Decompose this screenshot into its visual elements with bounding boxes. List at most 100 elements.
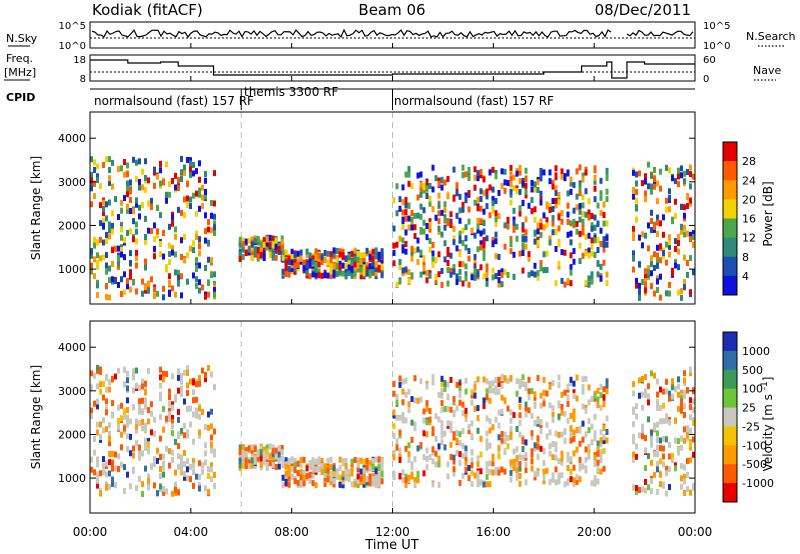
echo-cell bbox=[685, 169, 689, 176]
echo-cell bbox=[572, 436, 576, 443]
echo-cell bbox=[679, 165, 683, 172]
echo-cell bbox=[679, 435, 683, 442]
echo-cell bbox=[518, 178, 522, 185]
echo-cell bbox=[434, 450, 438, 457]
echo-cell bbox=[356, 255, 360, 262]
echo-cell bbox=[332, 271, 336, 278]
echo-cell bbox=[473, 199, 477, 206]
echo-cell bbox=[171, 449, 174, 456]
echo-cell bbox=[329, 471, 333, 478]
echo-cell bbox=[554, 197, 558, 204]
echo-cell bbox=[253, 446, 257, 453]
echo-cell bbox=[521, 242, 525, 249]
echo-cell bbox=[338, 269, 342, 276]
echo-cell bbox=[210, 371, 213, 378]
echo-cell bbox=[392, 451, 396, 458]
echo-cell bbox=[111, 228, 114, 235]
echo-cell bbox=[479, 244, 483, 251]
echo-cell bbox=[587, 427, 591, 434]
echo-cell bbox=[569, 437, 573, 444]
echo-cell bbox=[596, 271, 600, 278]
echo-cell bbox=[569, 176, 573, 183]
echo-cell bbox=[341, 262, 345, 269]
echo-cell bbox=[440, 430, 444, 437]
echo-cell bbox=[670, 393, 674, 400]
echo-cell bbox=[482, 481, 486, 488]
echo-cell bbox=[147, 441, 150, 448]
echo-cell bbox=[198, 482, 201, 489]
echo-cell bbox=[265, 448, 269, 455]
echo-cell bbox=[446, 175, 450, 182]
echo-cell bbox=[676, 383, 680, 390]
echo-cell bbox=[578, 164, 582, 171]
echo-cell bbox=[452, 268, 456, 275]
echo-cell bbox=[168, 273, 171, 280]
echo-cell bbox=[117, 367, 120, 374]
echo-cell bbox=[655, 404, 659, 411]
echo-cell bbox=[524, 229, 528, 236]
echo-cell bbox=[183, 369, 186, 376]
echo-cell bbox=[491, 200, 495, 207]
echo-cell bbox=[649, 227, 653, 234]
echo-cell bbox=[545, 250, 549, 257]
echo-cell bbox=[581, 252, 585, 259]
echo-cell bbox=[341, 460, 345, 467]
echo-cell bbox=[506, 377, 510, 384]
echo-cell bbox=[108, 227, 111, 234]
echo-cell bbox=[664, 417, 668, 424]
echo-cell bbox=[578, 425, 582, 432]
echo-cell bbox=[581, 403, 585, 410]
echo-cell bbox=[365, 457, 369, 464]
echo-cell bbox=[557, 402, 561, 409]
echo-cell bbox=[147, 367, 150, 374]
echo-cell bbox=[691, 269, 695, 276]
echo-cell bbox=[658, 445, 662, 452]
echo-cell bbox=[437, 392, 441, 399]
echo-cell bbox=[533, 471, 537, 478]
echo-cell bbox=[159, 395, 162, 402]
echo-cell bbox=[144, 287, 147, 294]
echo-cell bbox=[213, 230, 216, 237]
echo-cell bbox=[168, 394, 171, 401]
echo-cell bbox=[311, 480, 315, 487]
echo-cell bbox=[557, 478, 561, 485]
echo-cell bbox=[679, 398, 683, 405]
echo-cell bbox=[195, 412, 198, 419]
echo-cell bbox=[90, 156, 93, 163]
echo-cell bbox=[551, 405, 555, 412]
echo-cell bbox=[428, 218, 432, 225]
echo-cell bbox=[631, 231, 635, 238]
echo-cell bbox=[634, 216, 638, 223]
echo-cell bbox=[500, 466, 504, 473]
echo-cell bbox=[210, 272, 213, 279]
echo-cell bbox=[542, 224, 546, 231]
echo-cell bbox=[446, 473, 450, 480]
echo-cell bbox=[259, 449, 263, 456]
echo-cell bbox=[308, 273, 312, 280]
echo-cell bbox=[467, 475, 471, 482]
echo-cell bbox=[114, 196, 117, 203]
echo-cell bbox=[569, 188, 573, 195]
echo-cell bbox=[262, 244, 266, 251]
echo-cell bbox=[664, 436, 668, 443]
echo-cell bbox=[682, 231, 686, 238]
echo-cell bbox=[204, 264, 207, 271]
date-title: 08/Dec/2011 bbox=[595, 1, 691, 19]
echo-cell bbox=[256, 455, 260, 462]
echo-cell bbox=[271, 241, 275, 248]
echo-cell bbox=[132, 156, 135, 163]
echo-cell bbox=[479, 205, 483, 212]
echo-cell bbox=[126, 370, 129, 377]
echo-cell bbox=[664, 490, 668, 497]
echo-cell bbox=[485, 415, 489, 422]
echo-cell bbox=[311, 255, 315, 262]
echo-cell bbox=[404, 229, 408, 236]
echo-cell bbox=[652, 264, 656, 271]
echo-cell bbox=[518, 396, 522, 403]
echo-cell bbox=[247, 445, 251, 452]
echo-cell bbox=[500, 168, 504, 175]
echo-cell bbox=[262, 446, 266, 453]
echo-cell bbox=[688, 370, 692, 377]
echo-cell bbox=[329, 456, 333, 463]
